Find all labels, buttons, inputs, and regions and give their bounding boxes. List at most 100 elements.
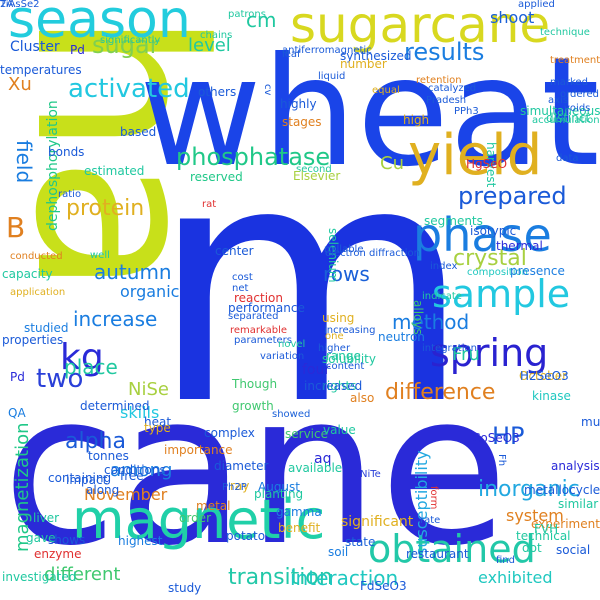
- word-number: number: [340, 57, 387, 71]
- word-similar: similar: [558, 497, 599, 511]
- word-voids: voids: [564, 103, 591, 114]
- word-type: type: [144, 421, 171, 435]
- word-conducted: conducted: [10, 251, 63, 262]
- word-difference: difference: [385, 380, 496, 405]
- word-tiasse2: TiAsSe2: [0, 0, 40, 10]
- word-free: free: [120, 469, 144, 483]
- word-restaurant: restaurant: [406, 547, 469, 561]
- word-nise: NiSe: [128, 379, 169, 400]
- word-bonds: bonds: [48, 145, 85, 159]
- word-magnetic: magnetic: [72, 488, 326, 551]
- word-properties: properties: [2, 333, 64, 347]
- word-october: October: [519, 369, 568, 383]
- word-phase: phase: [413, 208, 552, 262]
- word-index: index: [430, 261, 458, 272]
- word-spring: spring: [430, 331, 549, 375]
- word-investigated: investigated: [2, 570, 77, 584]
- word-exhibited: exhibited: [478, 568, 553, 587]
- word-shows: shows: [48, 533, 86, 547]
- word-rights: rights: [322, 379, 357, 393]
- word-growth: growth: [232, 399, 274, 413]
- word-containing: containing: [48, 471, 112, 485]
- word-activated: activated: [68, 74, 190, 104]
- word-high: high: [403, 113, 430, 127]
- word-value: value: [323, 423, 356, 437]
- word-form: form: [428, 486, 439, 510]
- word-november: November: [84, 485, 168, 504]
- word-pd: Pd: [10, 370, 25, 384]
- word-higher: higher: [318, 343, 351, 354]
- word-kinase: kinase: [532, 389, 571, 403]
- word-data: data: [556, 153, 579, 164]
- word-fru: Fru: [452, 344, 480, 365]
- word-accumulation: accumulation: [532, 115, 600, 126]
- word-organic: organic: [120, 282, 180, 301]
- word-gave: gave: [26, 531, 56, 545]
- word-among: among: [110, 460, 173, 481]
- word-kg: kg: [60, 337, 104, 378]
- word-millable: millable: [324, 244, 364, 255]
- word-studied: studied: [24, 321, 69, 335]
- word-skills: skills: [120, 403, 160, 422]
- word-fh: Fh: [496, 454, 507, 467]
- word-simultaneous: simultaneous: [520, 104, 600, 118]
- word-axis: axis: [548, 95, 569, 106]
- word-aq: aq: [314, 451, 332, 467]
- word-metallocycle: metallocycle: [524, 483, 600, 497]
- word-potato: potato: [226, 529, 266, 543]
- word-increasing: increasing: [324, 325, 376, 336]
- word-inorganic: inorganic: [478, 477, 580, 502]
- word-ratio: ratio: [58, 189, 82, 200]
- word-diameter: diameter: [214, 459, 269, 473]
- word-liquid: liquid: [318, 71, 346, 82]
- word-phosphatase: phosphatase: [176, 143, 331, 171]
- word-hp: HP: [492, 422, 525, 450]
- word-complex: complex: [204, 426, 255, 440]
- word-increased: increased: [304, 379, 363, 393]
- word-results: results: [404, 38, 485, 66]
- word-yield: yield: [408, 123, 543, 188]
- word-order: order: [179, 511, 211, 525]
- word-cu: Cu: [380, 153, 404, 174]
- word-equal: equal: [372, 85, 400, 96]
- word-study: study: [168, 581, 202, 595]
- word-alpha: alpha: [65, 429, 126, 454]
- word-parameters: parameters: [234, 335, 293, 346]
- word-mu: mu: [581, 415, 600, 429]
- word-m: m: [150, 93, 472, 477]
- word-shoot: shoot: [490, 8, 535, 27]
- word-leaf: leaf: [282, 49, 301, 60]
- word-increase: increase: [73, 307, 158, 331]
- word-metal: metal: [196, 499, 231, 513]
- word-b: B: [6, 211, 26, 244]
- word-reserved: reserved: [190, 170, 243, 184]
- word-indicate: indicate: [422, 291, 462, 302]
- word-2a: 2A: [0, 0, 14, 10]
- word-ray: ray: [230, 479, 250, 493]
- word-retention: retention: [416, 75, 462, 86]
- word-dephosphorylation: dephosphorylation: [45, 100, 61, 231]
- word-different: different: [44, 564, 121, 585]
- word-method: method: [392, 310, 470, 334]
- word-conditions: conditions: [104, 463, 166, 477]
- word-sugar: sugar: [92, 31, 160, 59]
- word-performance: performance: [228, 301, 305, 315]
- word-showed: showed: [272, 409, 311, 420]
- word-significantly: significantly: [100, 35, 161, 46]
- word-interaction: interaction: [290, 566, 399, 590]
- word-marked: marked: [550, 77, 588, 88]
- word-significant: significant: [341, 514, 414, 530]
- word-temperatures: temperatures: [0, 63, 82, 77]
- word-reaction: reaction: [234, 291, 283, 305]
- word-distinct: distinct: [546, 111, 591, 125]
- word-hgseo: HgSeO: [466, 157, 508, 171]
- word-catalyzed: catalyzed: [428, 83, 477, 94]
- word-highest: highest: [118, 534, 163, 548]
- word-net: net: [232, 283, 249, 294]
- word-available: available: [288, 461, 343, 475]
- word-impact: impact: [66, 473, 108, 487]
- word-stages: stages: [282, 115, 322, 129]
- word-prepared: prepared: [458, 182, 567, 210]
- word-pradesh: Pradesh: [426, 95, 467, 106]
- word-range: range: [326, 349, 361, 363]
